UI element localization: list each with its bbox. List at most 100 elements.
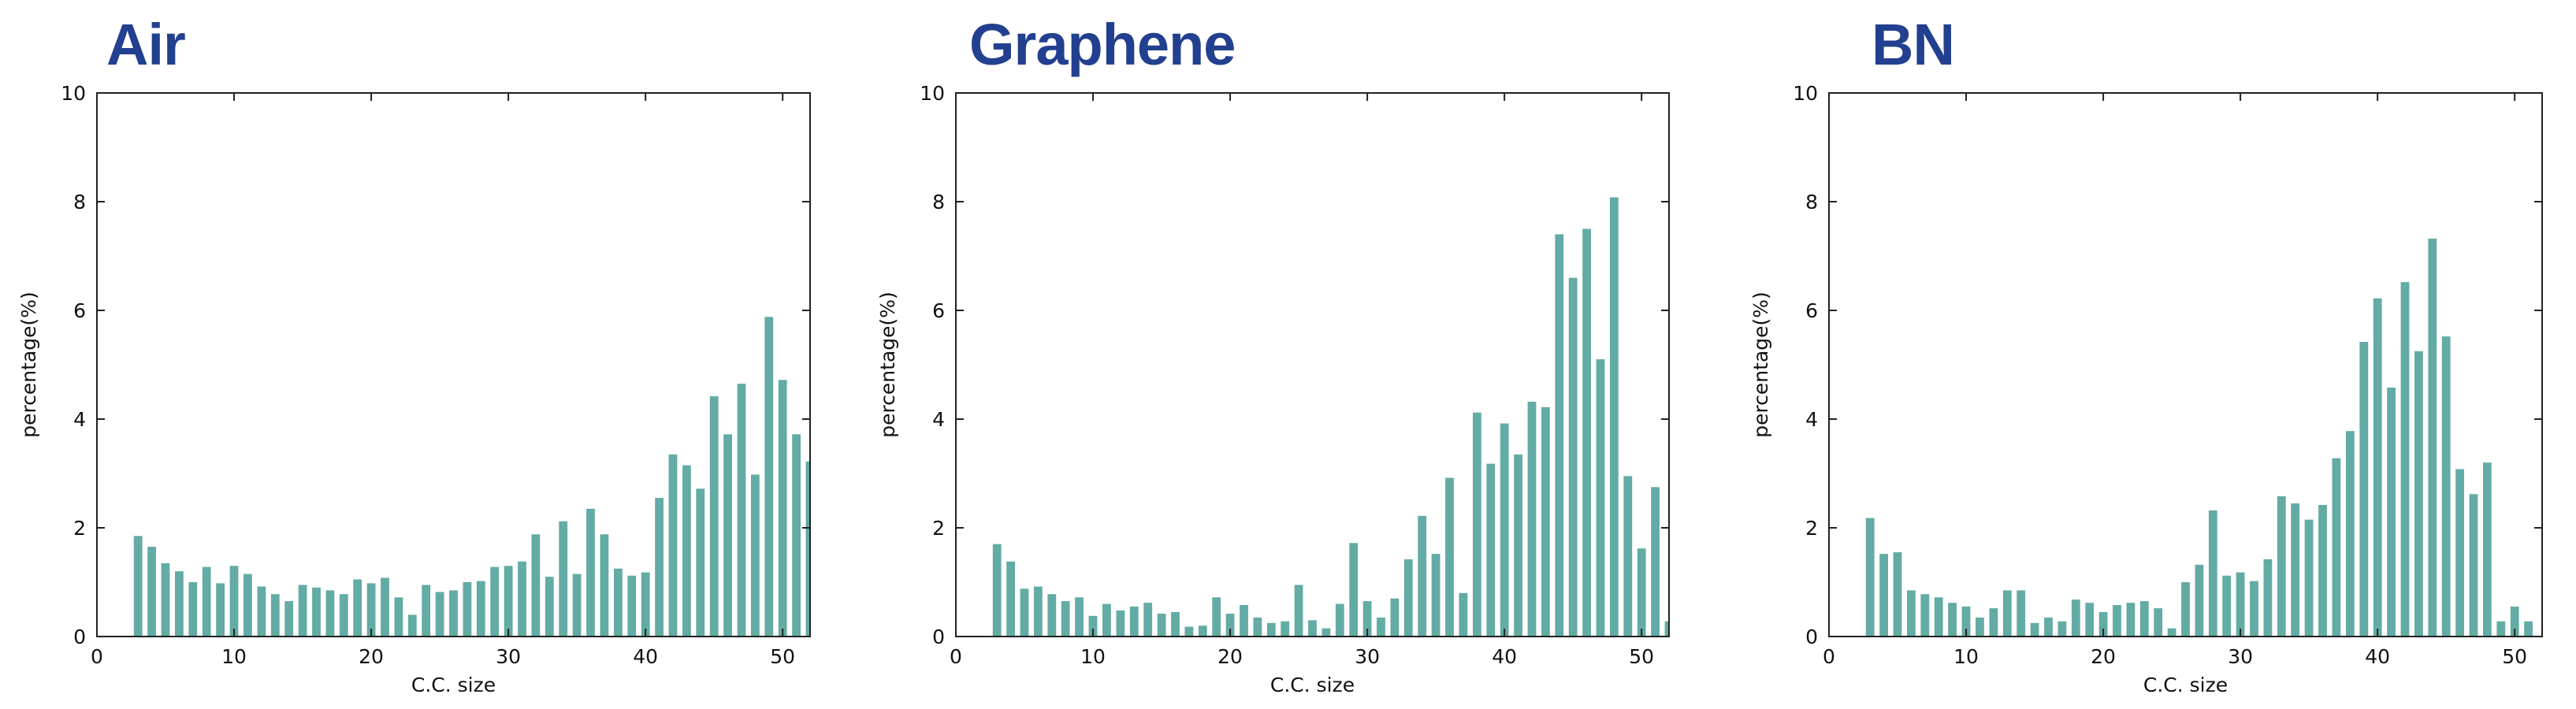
bar-21 [381, 577, 389, 637]
bar-15 [2030, 622, 2039, 637]
bar-17 [1184, 626, 1194, 637]
bar-50 [2510, 607, 2519, 637]
bar-23 [1266, 622, 1276, 637]
bar-40 [641, 572, 650, 637]
bar-5 [1020, 588, 1029, 637]
bar-39 [2359, 342, 2369, 637]
bar-5 [161, 562, 170, 637]
bar-50 [778, 380, 787, 637]
bar-42 [1527, 401, 1537, 637]
bar-10 [1088, 615, 1098, 637]
bar-44 [2428, 238, 2437, 637]
bar-10 [229, 566, 239, 637]
chart-panel-air: Air 0 10 20 30 40 50 0 2 4 6 8 10 C.C. size percentag… [0, 0, 811, 709]
x-tick-label: 30 [2228, 645, 2253, 668]
bar-41 [2387, 388, 2396, 637]
bar-31 [1377, 617, 1385, 637]
bar-38 [2346, 431, 2355, 637]
bar-12 [1989, 608, 1998, 637]
y-tick-label: 2 [932, 517, 945, 540]
y-tick-label: 2 [1805, 517, 1818, 540]
bar-3 [1865, 518, 1875, 637]
bar-25 [435, 592, 444, 637]
bar-4 [147, 547, 156, 637]
bar-45 [1568, 277, 1578, 637]
bar-3 [133, 536, 143, 637]
y-tick-label: 4 [73, 408, 86, 431]
bar-25 [2167, 628, 2176, 637]
bar-7 [1920, 594, 1930, 637]
bar-22 [2126, 603, 2136, 637]
bar-47 [2469, 494, 2478, 637]
bar-44 [696, 488, 705, 637]
bar-26 [449, 590, 458, 637]
bar-47 [1596, 359, 1605, 637]
chart-plot: 0 10 20 30 40 50 0 2 4 6 8 10 C.C. size percentage(%) [876, 82, 1670, 696]
bar-37 [600, 534, 609, 637]
bar-11 [1976, 617, 1984, 637]
bar-4 [1879, 554, 1888, 637]
chart-panel-bn: BN 0 10 20 30 40 50 0 2 4 6 8 10 C.C. size percentage… [1732, 0, 2543, 709]
bar-13 [1129, 607, 1139, 637]
bar-28 [1335, 603, 1344, 637]
bar-29 [2222, 575, 2232, 637]
bar-33 [1403, 559, 1413, 637]
bar-32 [531, 534, 541, 637]
bar-7 [188, 582, 198, 637]
bar-46 [723, 434, 732, 637]
bar-7 [1047, 594, 1057, 637]
y-tick-label: 10 [920, 82, 945, 105]
bar-22 [394, 597, 403, 637]
x-tick-label: 10 [1953, 645, 1979, 668]
bar-32 [2263, 559, 2273, 637]
bar-46 [1582, 228, 1591, 637]
bar-41 [655, 498, 664, 637]
bar-11 [243, 574, 252, 637]
bar-37 [2332, 458, 2341, 637]
y-tick-label: 0 [1805, 625, 1818, 648]
y-tick-label: 8 [1805, 191, 1818, 213]
bar-51 [1651, 487, 1660, 637]
bar-35 [2304, 519, 2314, 637]
y-tick-label: 6 [932, 299, 945, 322]
bar-40 [1500, 423, 1509, 637]
y-tick-label: 6 [73, 299, 86, 322]
bar-39 [627, 575, 637, 637]
x-tick-label: 10 [221, 645, 247, 668]
bar-13 [270, 594, 280, 637]
bar-43 [1541, 406, 1550, 637]
bar-43 [682, 465, 691, 637]
y-tick-label: 4 [1805, 408, 1818, 431]
y-tick-label: 0 [73, 625, 86, 648]
bar-51 [792, 434, 801, 637]
bar-28 [2208, 510, 2217, 637]
plot-frame [1828, 92, 2543, 637]
chart-plot: 0 10 20 30 40 50 0 2 4 6 8 10 C.C. size percentage(%) [1749, 82, 2543, 696]
bars [133, 317, 810, 637]
y-tick-label: 6 [1805, 299, 1818, 322]
bar-12 [257, 586, 266, 637]
chart-title: BN [1872, 12, 1955, 77]
bar-30 [1362, 601, 1372, 637]
x-tick-label: 0 [950, 645, 962, 668]
bar-8 [1934, 597, 1943, 637]
bar-20 [2098, 612, 2108, 637]
x-tick-label: 10 [1080, 645, 1106, 668]
bar-22 [1253, 617, 1262, 637]
x-axis-label: C.C. size [2143, 674, 2228, 696]
bar-10 [1961, 607, 1971, 637]
bar-24 [422, 585, 431, 637]
y-tick-label: 8 [73, 191, 86, 213]
x-tick-label: 40 [2365, 645, 2390, 668]
bar-29 [490, 566, 500, 637]
bar-19 [2085, 603, 2095, 637]
bar-26 [2181, 582, 2190, 637]
bar-42 [668, 454, 678, 637]
bar-43 [2414, 351, 2423, 637]
bar-51 [2524, 621, 2533, 637]
bar-48 [2483, 462, 2492, 637]
bar-16 [2044, 617, 2053, 637]
bar-21 [1240, 605, 1248, 637]
x-tick-label: 50 [770, 645, 795, 668]
bar-28 [476, 581, 485, 637]
